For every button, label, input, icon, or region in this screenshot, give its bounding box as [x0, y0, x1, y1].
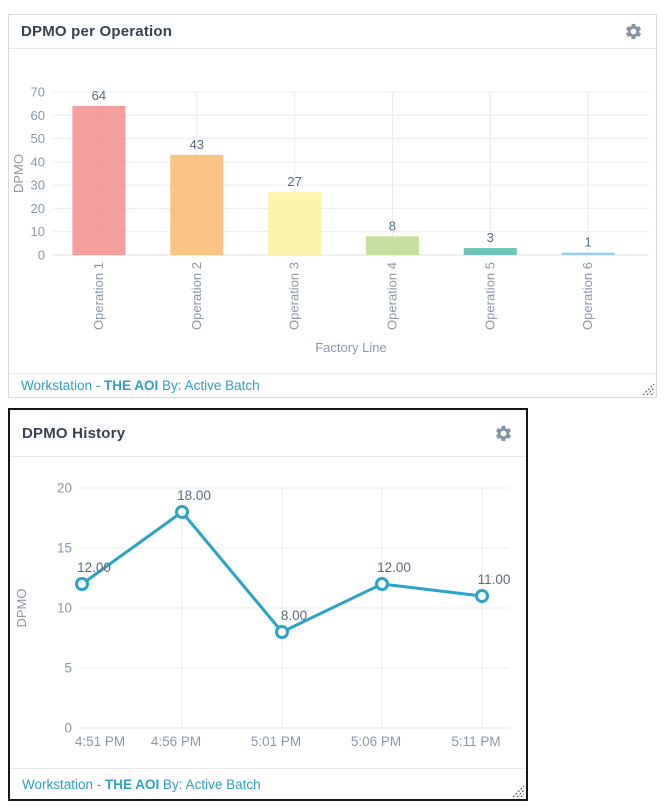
svg-text:Operation 1: Operation 1: [91, 262, 106, 330]
svg-text:12.00: 12.00: [77, 560, 111, 575]
svg-text:5:06 PM: 5:06 PM: [351, 734, 401, 749]
footer-author-label: By: Active Batch: [158, 378, 260, 393]
svg-text:0: 0: [38, 248, 45, 263]
svg-text:18.00: 18.00: [177, 488, 211, 503]
svg-text:Operation 4: Operation 4: [384, 262, 399, 330]
svg-text:4:56 PM: 4:56 PM: [151, 734, 201, 749]
resize-grip-icon[interactable]: [640, 381, 655, 396]
svg-text:12.00: 12.00: [377, 560, 411, 575]
panel-title: DPMO History: [22, 424, 126, 442]
svg-text:11.00: 11.00: [478, 572, 511, 587]
gear-icon[interactable]: [622, 21, 644, 43]
footer-workstation-label: Workstation -: [21, 378, 105, 393]
svg-text:DPMO: DPMO: [14, 589, 29, 628]
svg-text:10: 10: [57, 601, 72, 616]
footer-station-name: THE AOI: [105, 776, 160, 792]
svg-text:15: 15: [57, 541, 72, 556]
panel-footer: Workstation - THE AOI By: Active Batch: [10, 769, 526, 799]
resize-grip-icon[interactable]: [510, 783, 525, 798]
panel-title: DPMO per Operation: [21, 23, 173, 40]
svg-text:3: 3: [487, 230, 494, 245]
svg-text:50: 50: [31, 131, 45, 146]
svg-text:64: 64: [92, 88, 106, 103]
svg-text:5:01 PM: 5:01 PM: [251, 734, 301, 749]
panel-footer: Workstation - THE AOI By: Active Batch: [9, 374, 656, 397]
svg-text:0: 0: [64, 721, 72, 736]
gear-icon[interactable]: [492, 422, 514, 444]
line-chart-svg: 12.00 18.00 8.00 12.00 11.00 0 5 10 15 20 4:51 PM 4…: [14, 481, 511, 750]
svg-text:20: 20: [31, 201, 45, 216]
panel-header: DPMO History: [10, 410, 526, 457]
svg-text:Operation 3: Operation 3: [287, 262, 302, 330]
svg-text:5: 5: [64, 661, 72, 676]
svg-text:Factory Line: Factory Line: [315, 340, 387, 355]
svg-text:4:51 PM: 4:51 PM: [75, 734, 125, 749]
svg-text:Operation 2: Operation 2: [189, 262, 204, 330]
svg-text:Operation 6: Operation 6: [580, 262, 595, 330]
bar-chart: 64 43 27 8 3 1 0 10 20 30 40 50 60 70 Operation 1 Opera…: [9, 49, 656, 374]
footer-station-name: THE AOI: [104, 378, 159, 393]
footer-author-label: By: Active Batch: [159, 776, 261, 792]
svg-text:1: 1: [584, 235, 591, 250]
svg-text:20: 20: [57, 481, 72, 496]
dpmo-history-panel: DPMO History 12.00 18.00 8.00 12.00 11.00 0 5 1…: [8, 408, 528, 801]
svg-text:10: 10: [31, 224, 45, 239]
svg-text:8: 8: [389, 218, 396, 233]
line-chart: 12.00 18.00 8.00 12.00 11.00 0 5 10 15 20 4:51 PM 4…: [10, 457, 526, 769]
svg-text:70: 70: [31, 85, 45, 100]
svg-text:40: 40: [31, 154, 45, 169]
svg-text:8.00: 8.00: [281, 608, 307, 623]
footer-workstation-label: Workstation -: [22, 776, 106, 792]
svg-text:43: 43: [190, 137, 204, 152]
svg-text:60: 60: [31, 108, 45, 123]
svg-text:5:11 PM: 5:11 PM: [451, 734, 500, 749]
panel-header: DPMO per Operation: [9, 15, 656, 49]
svg-text:Operation 5: Operation 5: [482, 262, 497, 330]
svg-text:27: 27: [287, 174, 301, 189]
svg-text:DPMO: DPMO: [11, 154, 26, 193]
svg-text:30: 30: [31, 178, 45, 193]
dpmo-per-operation-panel: DPMO per Operation 64 43 27 8 3 1 0 10 20 30 40 50 6…: [8, 14, 657, 398]
